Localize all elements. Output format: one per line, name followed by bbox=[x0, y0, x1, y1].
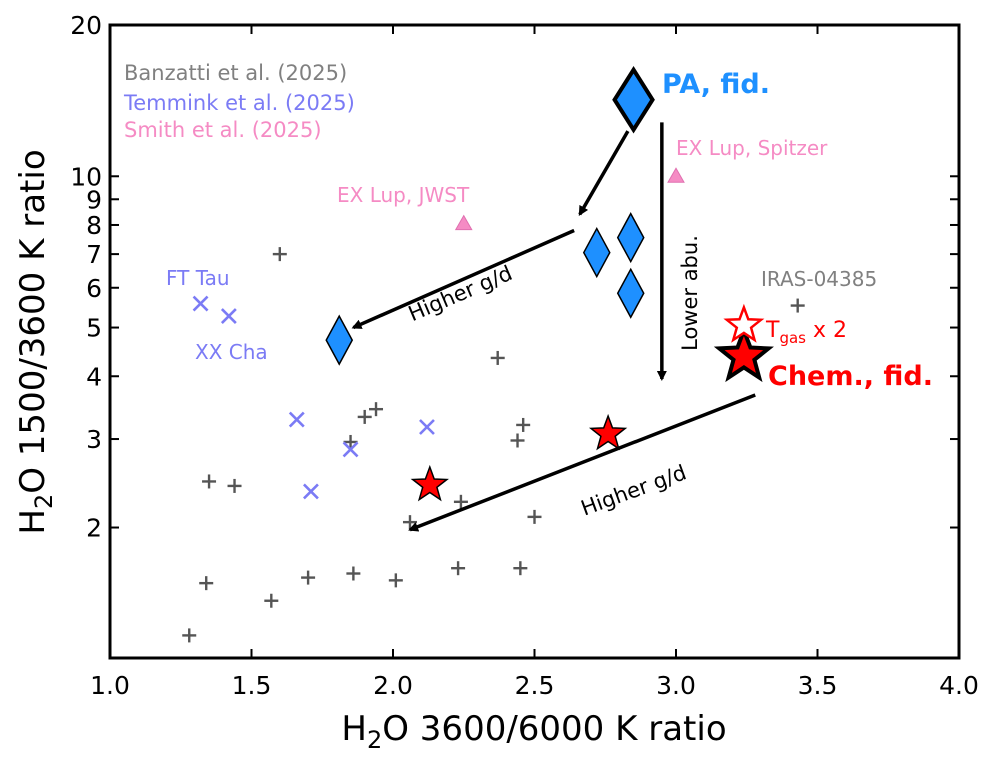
legend-temmink: Temmink et al. (2025) bbox=[123, 91, 355, 115]
x-tick-label: 3.5 bbox=[798, 671, 838, 700]
x-tick-label: 3.0 bbox=[656, 671, 696, 700]
legend: Banzatti et al. (2025) Temmink et al. (2… bbox=[123, 61, 355, 142]
diamond-marker bbox=[325, 314, 354, 366]
plus-marker bbox=[343, 434, 358, 449]
plot-frame bbox=[108, 23, 961, 660]
label-pa-fid: PA, fid. bbox=[662, 69, 770, 100]
x-stroke bbox=[288, 411, 305, 428]
plus-marker bbox=[301, 570, 316, 585]
x-tick-label: 1.5 bbox=[232, 671, 272, 700]
plus-marker bbox=[202, 474, 217, 489]
x-stroke bbox=[303, 483, 319, 500]
plus-marker bbox=[182, 628, 197, 643]
plus-marker bbox=[346, 566, 361, 581]
point-labels: FT Tau XX Cha EX Lup, JWST EX Lup, Spitz… bbox=[166, 69, 933, 392]
plus-marker bbox=[357, 409, 372, 424]
x-marker bbox=[288, 411, 305, 428]
triangle-marker bbox=[454, 214, 473, 231]
x-marker bbox=[220, 308, 237, 324]
y-axis-label: H2O 1500/3600 K ratio bbox=[13, 149, 58, 534]
x-marker bbox=[342, 441, 359, 458]
legend-smith: Smith et al. (2025) bbox=[124, 118, 322, 142]
label-xx-cha: XX Cha bbox=[195, 340, 268, 364]
y-tick-label: 6 bbox=[86, 274, 102, 303]
y-tick-label: 9 bbox=[86, 185, 102, 214]
x-tick-label: 2.0 bbox=[373, 671, 413, 700]
x-stroke bbox=[342, 441, 359, 458]
label-tgas-x2: Tgas x 2 bbox=[765, 318, 847, 347]
plus-marker bbox=[272, 247, 287, 262]
star-marker bbox=[410, 464, 449, 502]
diamond-marker bbox=[616, 267, 645, 319]
annotation-arrows bbox=[351, 122, 756, 532]
y-tick-label: 20 bbox=[70, 11, 102, 40]
plus-marker bbox=[527, 509, 542, 524]
legend-banzatti: Banzatti et al. (2025) bbox=[124, 61, 347, 85]
plus-marker bbox=[790, 298, 805, 313]
arrow-label-lower-abu: Lower abu. bbox=[678, 235, 702, 351]
plus-marker bbox=[490, 350, 505, 365]
y-tick-label: 8 bbox=[86, 211, 102, 240]
star-marker-fid bbox=[713, 324, 774, 383]
plus-marker bbox=[369, 402, 384, 417]
diamond-marker bbox=[582, 226, 611, 279]
arrow bbox=[408, 393, 756, 532]
y-tick-label: 7 bbox=[86, 240, 102, 269]
y-tick-label: 5 bbox=[86, 314, 102, 343]
x-stroke bbox=[419, 419, 435, 435]
y-tick-label: 3 bbox=[86, 425, 102, 454]
plus-marker bbox=[513, 561, 528, 576]
diamond-marker bbox=[616, 212, 645, 264]
y-tick-label: 2 bbox=[86, 514, 102, 543]
x-marker bbox=[303, 483, 319, 500]
plus-marker bbox=[227, 478, 242, 493]
plus-marker bbox=[388, 573, 403, 588]
x-axis-label: H2O 3600/6000 K ratio bbox=[341, 709, 726, 754]
x-tick-label: 4.0 bbox=[939, 671, 979, 700]
arrow bbox=[351, 228, 575, 330]
x-stroke bbox=[220, 308, 237, 324]
label-chem-fid: Chem., fid. bbox=[768, 361, 933, 392]
arrow-label-higher-gd-chem: Higher g/d bbox=[578, 460, 690, 520]
label-ex-lup-jwst: EX Lup, JWST bbox=[337, 183, 470, 207]
y-tick-label: 4 bbox=[86, 362, 102, 391]
data-points bbox=[182, 66, 805, 643]
star-marker bbox=[588, 413, 628, 451]
plus-marker bbox=[510, 433, 525, 448]
star-marker-open bbox=[723, 303, 765, 343]
plus-marker bbox=[516, 417, 531, 432]
y-tick-label: 10 bbox=[70, 162, 102, 191]
label-iras-04385: IRAS-04385 bbox=[761, 267, 877, 291]
diamond-marker-fid bbox=[612, 66, 655, 134]
label-ft-tau: FT Tau bbox=[166, 266, 230, 290]
x-stroke bbox=[192, 295, 209, 312]
x-marker bbox=[419, 419, 435, 435]
label-ex-lup-spitzer: EX Lup, Spitzer bbox=[676, 136, 828, 160]
plus-marker bbox=[453, 494, 468, 509]
plus-marker bbox=[264, 593, 279, 608]
x-tick-label: 1.0 bbox=[90, 671, 130, 700]
triangle-marker bbox=[667, 167, 685, 183]
plus-marker bbox=[199, 576, 214, 591]
x-marker bbox=[192, 295, 209, 312]
arrow-label-higher-gd-pa: Higher g/d bbox=[405, 261, 516, 326]
arrow-labels: Higher g/d Lower abu. Higher g/d bbox=[405, 235, 702, 520]
arrow bbox=[578, 130, 630, 217]
x-tick-label: 2.5 bbox=[515, 671, 555, 700]
plus-marker bbox=[451, 561, 466, 576]
